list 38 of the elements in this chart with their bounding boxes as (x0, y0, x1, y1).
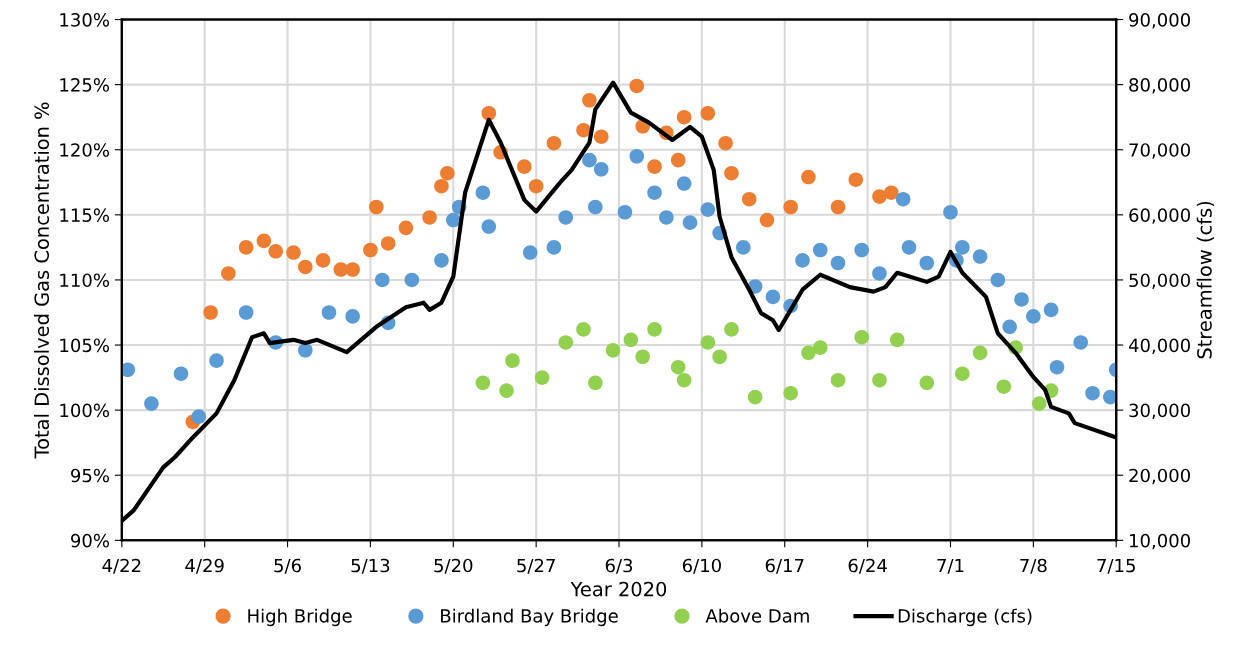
legend-label: High Bridge (248, 608, 352, 627)
x-tick-label: 6/17 (765, 558, 804, 574)
x-tick-label: 7/15 (1097, 558, 1135, 574)
x-tick-label: 5/27 (517, 558, 555, 574)
y-tick-label: 125% (60, 78, 110, 92)
legend-label: Discharge (cfs) (898, 608, 1032, 627)
y2-tick-label: 10,000 (1130, 533, 1190, 550)
x-axis-title: Year 2020 (570, 581, 667, 597)
y2-tick-label: 40,000 (1128, 338, 1190, 354)
y-tick-label: 100% (60, 403, 110, 418)
y2-tick-label: 60,000 (1129, 208, 1190, 224)
x-tick-label: 6/24 (848, 558, 887, 574)
y2-tick-label: 20,000 (1129, 468, 1190, 485)
y2-axis-title: Streamflow (cfs) (1196, 201, 1215, 359)
y-tick-label: 130% (60, 12, 110, 27)
y-tick-label: 90% (71, 533, 110, 548)
x-tick-label: 7/1 (937, 558, 964, 574)
y-tick-label: 115% (60, 208, 110, 222)
y-tick-label: 120% (60, 143, 110, 157)
y-tick-label: 95% (71, 468, 110, 483)
y2-tick-label: 90,000 (1129, 12, 1190, 29)
x-tick-label: 5/13 (351, 558, 390, 574)
legend-label: Above Dam (705, 608, 809, 623)
x-tick-label: 6/3 (605, 558, 633, 574)
y2-tick-label: 50,000 (1129, 273, 1190, 289)
y2-tick-label: 70,000 (1129, 143, 1190, 159)
x-tick-label: 5/6 (274, 558, 301, 574)
x-tick-label: 7/8 (1020, 558, 1047, 574)
y-axis-title: Total Dissolved Gas Concentration % (34, 102, 50, 459)
x-tick-label: 5/20 (434, 558, 473, 574)
x-tick-label: 4/22 (102, 558, 141, 574)
legend-label: Birdland Bay Bridge (441, 608, 618, 627)
y-tick-label: 110% (60, 273, 110, 288)
x-tick-label: 6/10 (682, 558, 721, 574)
y2-tick-label: 30,000 (1129, 403, 1190, 420)
y2-tick-label: 80,000 (1129, 78, 1190, 94)
x-tick-label: 4/29 (185, 558, 224, 574)
y-tick-label: 105% (60, 338, 110, 353)
